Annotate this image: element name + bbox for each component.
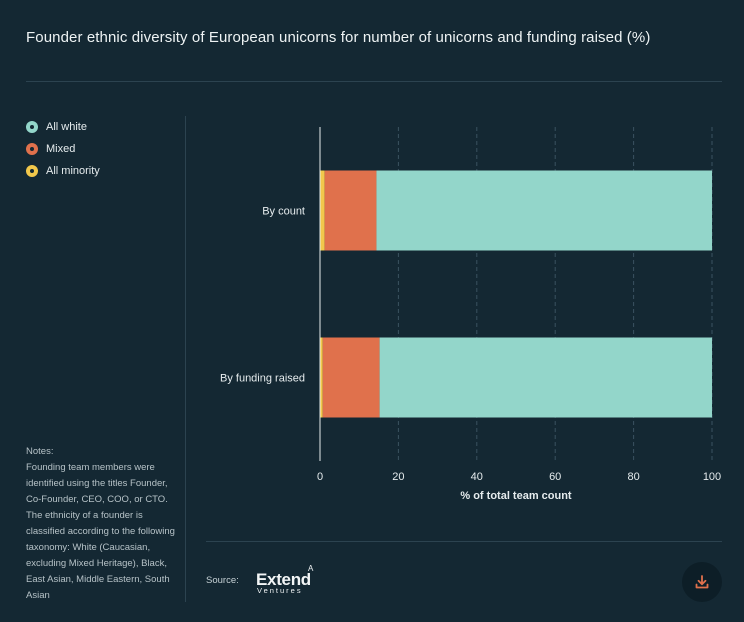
legend-swatch-icon: [26, 143, 38, 155]
legend-swatch-icon: [26, 165, 38, 177]
logo-wordmark: Extend: [256, 570, 311, 589]
notes-heading: Notes:: [26, 446, 54, 457]
x-tick-label: 20: [392, 471, 404, 483]
legend-swatch-icon: [26, 121, 38, 133]
legend-label: All minority: [46, 165, 100, 177]
footer-divider: [206, 541, 722, 542]
notes: Notes: Founding team members were identi…: [26, 444, 176, 604]
extend-ventures-logo: Extend A Ventures: [256, 564, 326, 595]
x-tick-label: 100: [703, 471, 721, 483]
x-tick-label: 80: [627, 471, 639, 483]
title-divider: [26, 81, 722, 82]
bar-segment: [376, 170, 712, 251]
category-label: By count: [262, 206, 305, 218]
notes-text: Founding team members were identified us…: [26, 462, 175, 601]
x-tick-label: 60: [549, 471, 561, 483]
legend: All white Mixed All minority: [26, 116, 100, 182]
logo-mark: A: [308, 564, 314, 573]
chart-title: Founder ethnic diversity of European uni…: [26, 29, 651, 46]
legend-item-mixed[interactable]: Mixed: [26, 138, 100, 160]
x-tick-label: 0: [317, 471, 323, 483]
bar-segment: [320, 170, 325, 251]
bar-segment: [322, 337, 380, 418]
legend-label: All white: [46, 121, 87, 133]
x-axis-label: % of total team count: [460, 490, 572, 502]
x-tick-label: 40: [471, 471, 483, 483]
download-button[interactable]: [682, 562, 722, 602]
sidebar-divider: [185, 116, 186, 602]
stacked-bar-chart: By count By funding raised 0 20 40 60 80 100 % o…: [220, 127, 721, 502]
bar-segment: [320, 337, 323, 418]
bar-segment: [324, 170, 377, 251]
source-label: Source:: [206, 575, 239, 586]
legend-item-all-white[interactable]: All white: [26, 116, 100, 138]
logo-subtitle: Ventures: [257, 586, 303, 595]
legend-label: Mixed: [46, 143, 76, 155]
download-icon: [695, 575, 709, 589]
bar-segment: [379, 337, 712, 418]
legend-item-all-minority[interactable]: All minority: [26, 160, 100, 182]
category-label: By funding raised: [220, 373, 305, 385]
